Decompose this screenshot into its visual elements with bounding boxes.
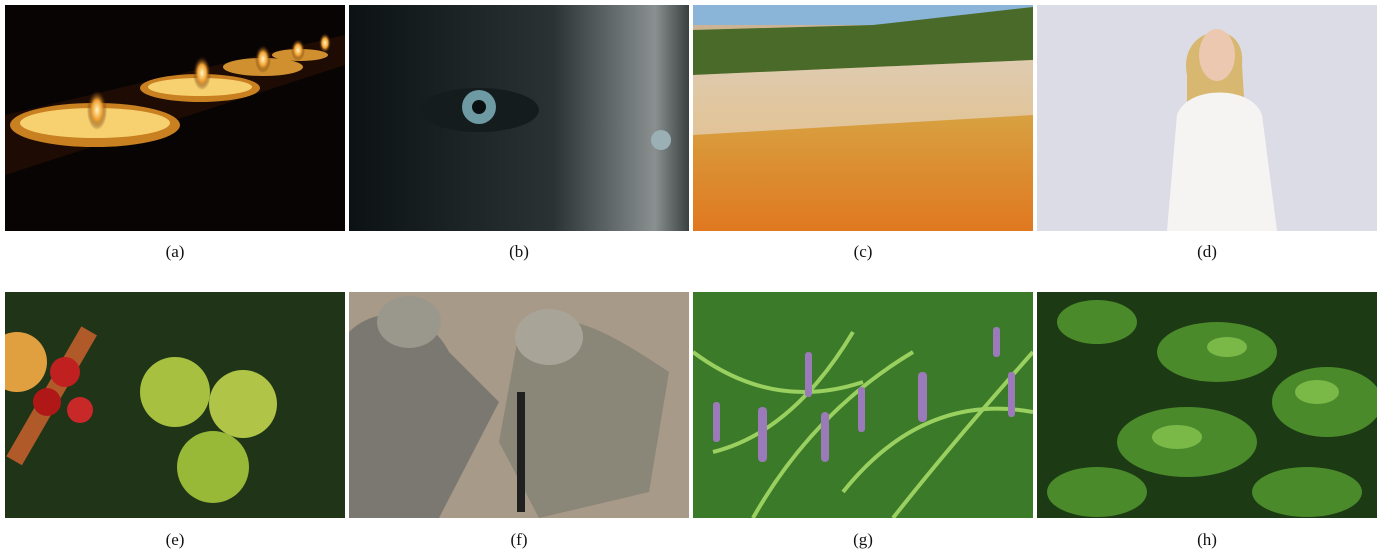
caption: (f) (510, 530, 528, 549)
caption: (d) (1197, 242, 1217, 261)
photo-woman (1037, 5, 1377, 231)
photo-fruit (5, 292, 345, 518)
caption: (g) (853, 530, 873, 549)
photo-flowers (693, 5, 1033, 231)
photo-leaves (1037, 292, 1377, 518)
photo-eye (349, 5, 689, 231)
caption: (h) (1197, 530, 1217, 549)
photo-soldiers (349, 292, 689, 518)
photo-grass (693, 292, 1033, 518)
caption: (c) (853, 242, 873, 261)
caption: (b) (509, 242, 529, 261)
caption: (e) (165, 530, 185, 549)
caption: (a) (165, 242, 185, 261)
photo-candles (5, 5, 345, 231)
